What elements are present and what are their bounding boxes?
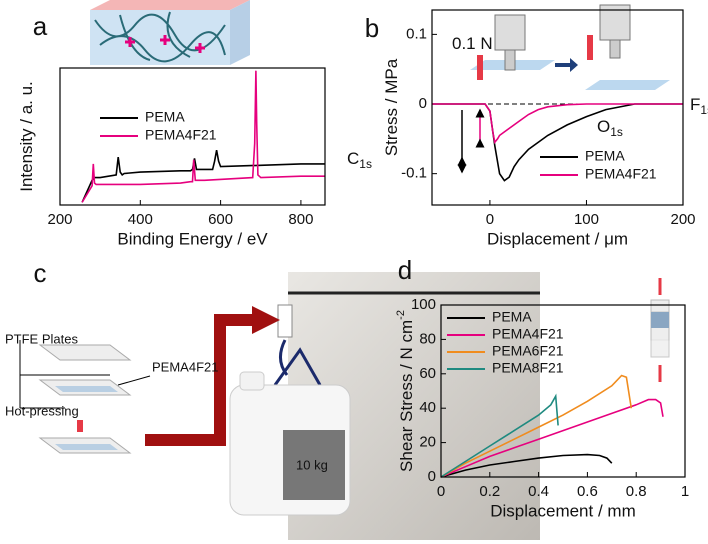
plot-frame <box>440 304 686 478</box>
x-axis-label: Binding Energy / eV <box>117 229 268 248</box>
x-tick-label: 600 <box>208 211 233 228</box>
x-tick-label: 0.2 <box>479 483 500 500</box>
x-tick-label: 0 <box>437 483 445 500</box>
x-tick-label: 0.8 <box>626 483 647 500</box>
x-tick-label: 100 <box>574 211 599 228</box>
diagram-label: 10 kg <box>296 457 328 472</box>
y-axis-label: Shear Stress / N cm-2 <box>395 310 417 472</box>
plot-frame <box>59 67 326 206</box>
legend-label: PEMA <box>492 309 532 325</box>
annotation-text: 0.1 N <box>452 34 493 53</box>
x-tick-label: 200 <box>47 211 72 228</box>
data-line <box>81 70 325 203</box>
annotation: C1s <box>347 149 372 171</box>
diagram-label: PTFE Plates <box>5 331 78 346</box>
data-line <box>440 453 613 478</box>
inset-network <box>90 0 250 65</box>
annotation-text: F <box>690 95 700 114</box>
annotation: 0.1 N <box>452 34 493 53</box>
annotation: F1s <box>690 95 708 117</box>
diagram-label: PEMA4F21 <box>152 359 218 374</box>
x-axis-label: Displacement / μm <box>487 229 628 248</box>
panel-label: b <box>365 13 379 43</box>
y-tick-label: 100 <box>411 296 436 313</box>
diagram-label: Hot-pressing <box>5 403 79 418</box>
y-tick-label: 0 <box>428 468 436 485</box>
panel-c-drawing <box>19 272 540 540</box>
annotation-text: O <box>597 117 610 136</box>
x-axis-label: Displacement / mm <box>490 501 635 520</box>
y-tick-label: -0.1 <box>401 165 427 182</box>
legend-label: PEMA6F21 <box>492 343 564 359</box>
annotation-text: C <box>347 149 359 168</box>
x-tick-label: 1 <box>681 483 689 500</box>
y-tick-label: 40 <box>419 399 436 416</box>
annotation-sub: 1s <box>610 125 623 139</box>
annotation-sub: 1s <box>700 103 708 117</box>
legend-label: PEMA4F21 <box>492 326 564 342</box>
legend-label: PEMA8F21 <box>492 360 564 376</box>
x-tick-label: 0.6 <box>577 483 598 500</box>
y-axis-label-sup: -2 <box>395 310 407 320</box>
plot-frame <box>431 9 684 206</box>
x-tick-label: 0.4 <box>528 483 549 500</box>
annotation-sub: 1s <box>359 157 372 171</box>
legend-label: PEMA <box>145 109 185 125</box>
panel-label: a <box>33 11 48 41</box>
y-tick-label: 0 <box>419 95 427 112</box>
data-line <box>440 398 664 478</box>
y-axis-label: Stress / MPa <box>382 58 401 156</box>
y-axis-label-text: Stress / MPa <box>382 58 401 156</box>
legend-label: PEMA <box>585 148 625 164</box>
panel-label: c <box>34 258 47 288</box>
y-axis-label: Intensity / a. u. <box>17 81 36 192</box>
annotation: O1s <box>597 117 623 139</box>
x-tick-label: 200 <box>670 211 695 228</box>
y-tick-label: 60 <box>419 365 436 382</box>
y-tick-label: 80 <box>419 330 436 347</box>
x-tick-label: 0 <box>486 211 494 228</box>
y-axis-label-text: Shear Stress / N cm <box>397 320 416 472</box>
x-tick-label: 800 <box>288 211 313 228</box>
x-tick-label: 400 <box>128 211 153 228</box>
data-line <box>440 374 633 478</box>
inset-shear <box>650 278 670 382</box>
y-tick-label: 20 <box>419 434 436 451</box>
panel-label: d <box>398 255 412 285</box>
inset-probe <box>462 4 670 172</box>
data-line <box>432 103 683 145</box>
y-tick-label: 0.1 <box>406 25 427 42</box>
data-line <box>81 150 325 203</box>
legend-label: PEMA4F21 <box>585 166 657 182</box>
data-line <box>440 393 559 478</box>
y-axis-label-text: Intensity / a. u. <box>17 81 36 192</box>
legend-label: PEMA4F21 <box>145 127 217 143</box>
